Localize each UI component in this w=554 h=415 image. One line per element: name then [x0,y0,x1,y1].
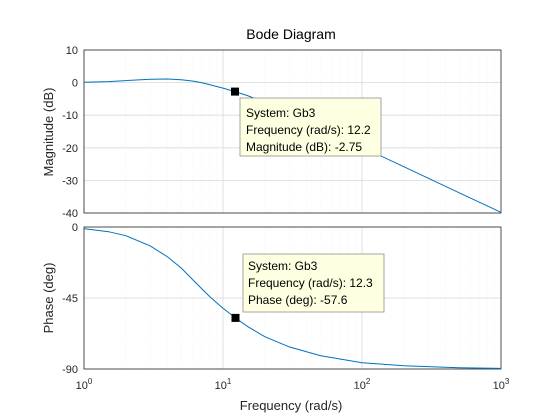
magnitude-datatip[interactable]: System: Gb3 Frequency (rad/s): 12.2 Magn… [239,97,382,157]
x-tick-label: 102 [354,377,371,392]
magnitude-axis-label: Magnitude (dB) [41,88,56,177]
phase-datatip[interactable]: System: Gb3 Frequency (rad/s): 12.3 Phas… [242,253,385,313]
phase-datatip-marker[interactable] [231,313,240,322]
phase-y-tick-label: -90 [62,364,78,376]
x-tick-label: 103 [493,377,510,392]
magnitude-y-tick-label: 10 [66,45,78,57]
magnitude-y-tick-label: -40 [62,208,78,220]
phase-axes: 0 -45 -90 Phase (deg) [41,222,502,376]
magnitude-y-tick-label: -20 [62,143,78,155]
chart-title: Bode Diagram [246,26,336,42]
magnitude-y-tick-label: 0 [72,78,78,90]
magnitude-y-tick-label: -30 [62,175,78,187]
magnitude-y-tick-label: -10 [62,110,78,122]
magnitude-datatip-frequency: Frequency (rad/s): 12.2 [246,123,371,137]
magnitude-plot-frame [83,49,502,214]
magnitude-y-tick-labels: 10 0 -10 -20 -30 -40 [62,45,78,220]
phase-y-tick-label: 0 [72,222,78,234]
magnitude-datatip-marker[interactable] [231,87,239,96]
x-axis-label: Frequency (rad/s) [240,398,343,413]
phase-datatip-phase: Phase (deg): -57.6 [248,293,348,307]
phase-axis-label: Phase (deg) [41,263,56,334]
phase-datatip-frequency: Frequency (rad/s): 12.3 [248,276,373,290]
x-tick-label: 100 [76,377,93,392]
phase-y-tick-labels: 0 -45 -90 [62,222,78,376]
x-tick-labels: 100 101 102 103 [76,377,510,392]
x-tick-label: 101 [215,377,232,392]
phase-y-tick-label: -45 [62,293,78,305]
phase-plot-frame [83,226,502,370]
phase-datatip-box [242,253,385,313]
phase-series-line [83,228,502,369]
watermark-text: https://blog.csdn.net/qq_39554681 [320,386,504,400]
magnitude-datatip-system: System: Gb3 [246,106,316,120]
magnitude-datatip-box [239,97,382,157]
magnitude-datatip-magnitude: Magnitude (dB): -2.75 [246,140,362,154]
phase-datatip-system: System: Gb3 [248,259,318,273]
